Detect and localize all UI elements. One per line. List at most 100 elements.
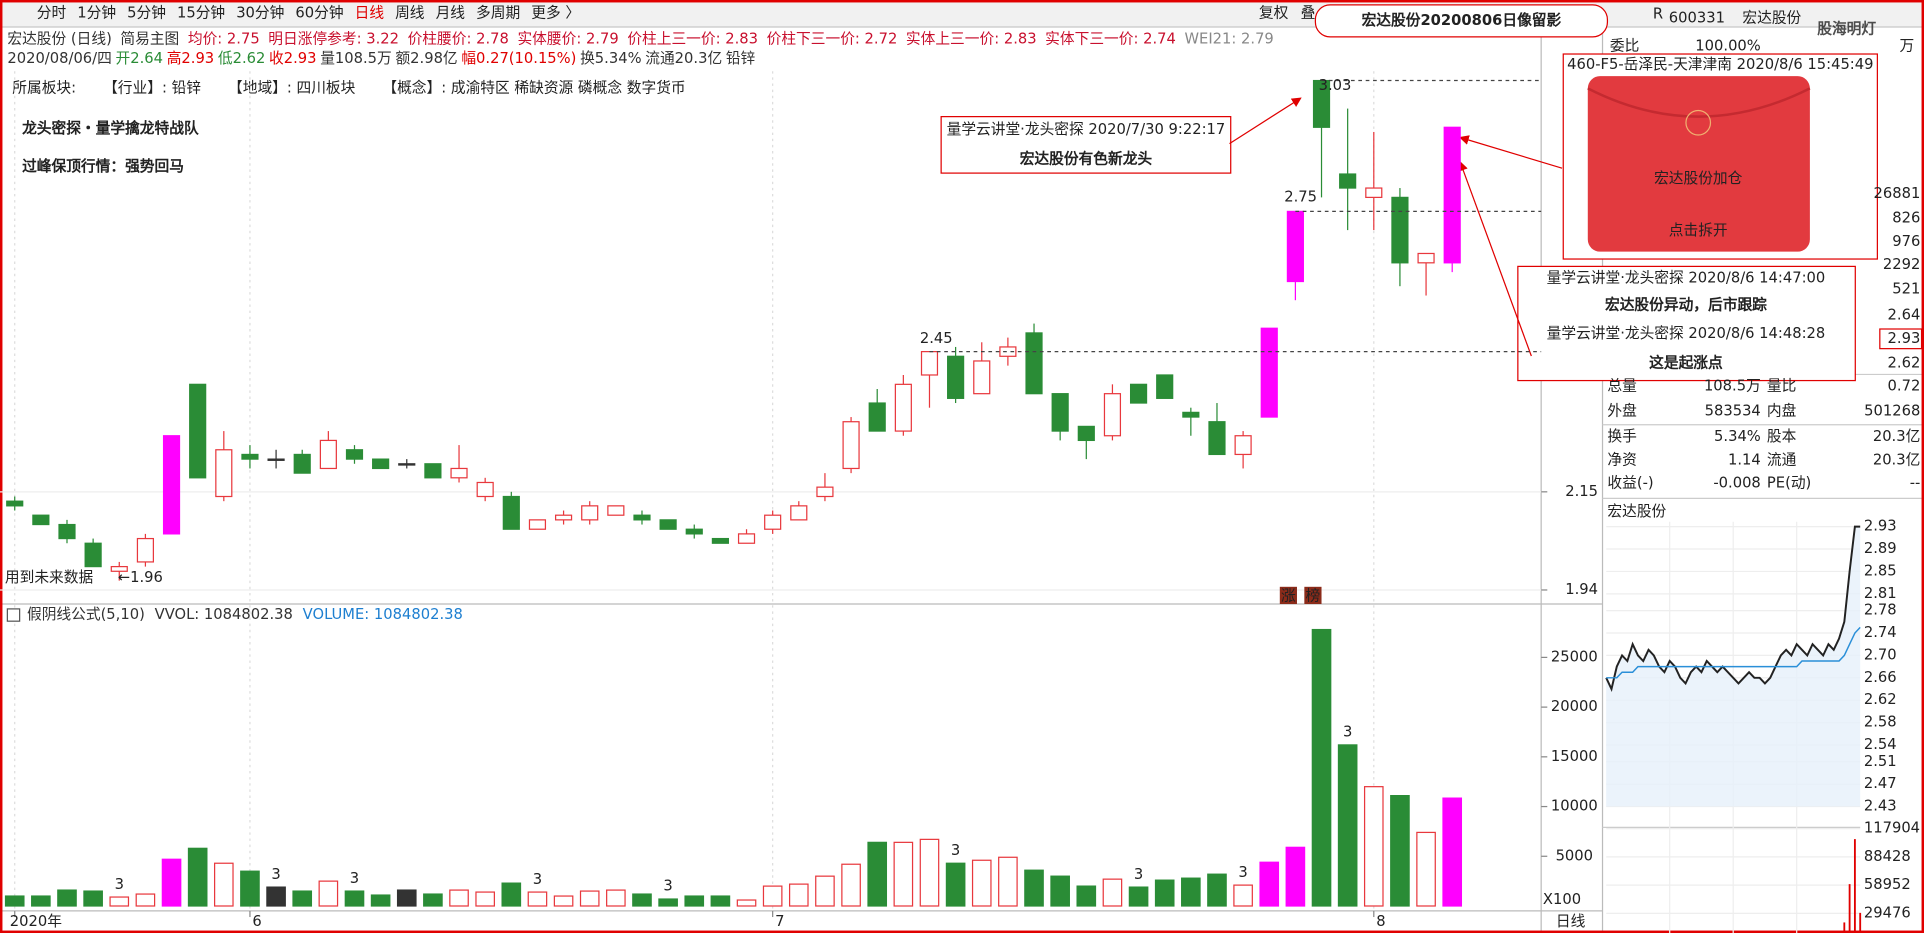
volume-bar [344, 890, 365, 907]
mini-tick-label: 2.74 [1864, 624, 1897, 641]
volume-bar [788, 883, 809, 907]
candle-body [1129, 383, 1148, 404]
volume-bar [187, 847, 208, 907]
candle-body [581, 505, 599, 521]
sector-info: 【地域】: 四川板块 [228, 78, 356, 96]
toolbar-tab: 5分钟 [127, 5, 166, 22]
candle-body [1051, 393, 1069, 432]
toolbar-button: 叠 [1301, 5, 1316, 22]
volume-bar [553, 895, 574, 907]
y-tick-label: 5000 [1556, 847, 1593, 864]
toolbar-tab: 分时 [37, 5, 67, 22]
volume-bar [606, 889, 626, 907]
candle-body [554, 514, 573, 521]
mini-tick-label: 2.89 [1864, 540, 1897, 557]
indicator-row: 宏达股份 (日线) 简易主图 均价: 2.75 明日涨停参考: 3.22 价柱腰价: 2… [7, 30, 1273, 47]
candle-body [84, 542, 102, 568]
volume-bar [945, 862, 966, 907]
mini-tick-label: 2.43 [1864, 798, 1897, 815]
indicator: 宏达股份 (日线) [7, 30, 111, 47]
price-label: ←1.96 [118, 569, 163, 586]
candle-body [502, 495, 520, 530]
volume-bar [135, 893, 156, 907]
candle-body [842, 421, 860, 470]
volume-bar [31, 895, 51, 907]
candle-body [215, 449, 233, 498]
volume-marker: 3 [115, 876, 124, 893]
candle-body [6, 500, 24, 507]
mini-tick-label: 2.78 [1864, 602, 1897, 619]
mini-tick-label: 2.85 [1864, 562, 1897, 579]
volume-bar [1050, 875, 1070, 907]
mini-tick-label: 2.66 [1864, 669, 1897, 686]
y-tick-label: 1.94 [1565, 581, 1598, 598]
volume-bar [292, 890, 313, 907]
quote-value: 20.3亿 [1873, 428, 1920, 445]
note-text: 这是起涨点 [1649, 353, 1723, 371]
badge: 涨 [1281, 588, 1296, 605]
title-box [1314, 4, 1609, 38]
quote-value: 100.00% [1695, 38, 1760, 55]
sector-info-row: 所属板块: 【行业】: 铅锌 【地域】: 四川板块 【概念】: 成渝特区 稀缺资源 磷… [12, 78, 685, 96]
period-label: 日线 [1556, 913, 1586, 930]
candle-body [1025, 332, 1043, 395]
indicator: 实体上三一价: 2.83 [906, 30, 1037, 47]
volume-marker: 3 [271, 866, 280, 883]
candle-body [162, 435, 181, 535]
candle-body [1417, 252, 1435, 264]
volume-bar [1337, 744, 1358, 907]
ohlc-info: 换5.34% [580, 50, 641, 67]
candle-body [372, 458, 390, 470]
candle-body [1286, 210, 1304, 283]
envelope[interactable] [1587, 76, 1810, 252]
ohlc-info: 高2.93 [167, 50, 214, 67]
x-tick-label: 8 [1376, 913, 1385, 930]
volume-bar [1207, 873, 1227, 907]
order-volume: 976 [1892, 233, 1920, 250]
ohlc-info: 额2.98亿 [395, 50, 457, 67]
candle-body [1208, 421, 1226, 456]
mini-tick-label: 2.62 [1864, 691, 1897, 708]
quote-label: 流通 [1767, 451, 1797, 468]
candle-body [607, 505, 625, 516]
envelope-seal [1685, 109, 1712, 136]
quote-value: -0.008 [1713, 475, 1760, 492]
quote-label: PE(动) [1767, 475, 1811, 492]
candle-body [868, 402, 886, 432]
quote-value: 1.14 [1728, 451, 1761, 468]
y-tick-label: 2.15 [1565, 483, 1598, 500]
volume-bar [1233, 884, 1253, 907]
unit-label: X100 [1543, 891, 1581, 908]
mini-line [1606, 626, 1861, 679]
candle-body [476, 481, 494, 498]
candle-body [1365, 187, 1383, 199]
volume-header: VOLUME: 1084802.38 [303, 606, 463, 623]
candle-body [973, 360, 991, 395]
stock-name: 宏达股份 [1742, 9, 1801, 26]
ohlc-info-row: 2020/08/06/四 开2.64 高2.93 低2.62 收2.93 量108.5万额… [7, 50, 755, 67]
candle-body [136, 537, 154, 563]
mini-tick-label: 2.70 [1864, 646, 1897, 663]
mini-vtick-label: 58952 [1864, 876, 1911, 893]
envelope-button[interactable]: 点击拆开 [1669, 222, 1728, 239]
volume-bar [841, 863, 861, 907]
mini-line [1605, 525, 1861, 692]
stock-r: R [1653, 6, 1663, 23]
candle-body [737, 533, 756, 544]
y-tick-label: 25000 [1551, 648, 1598, 665]
candle-body [685, 528, 703, 535]
order-volume: 26881 [1874, 185, 1921, 202]
order-volume: 521 [1892, 281, 1920, 298]
arrow [1458, 160, 1532, 357]
volume-bar [919, 838, 940, 907]
quote-label: 收益(-) [1607, 475, 1653, 492]
badge: 榜 [1306, 588, 1321, 605]
toolbar-tab: 月线 [436, 5, 466, 22]
candle-body [1103, 393, 1122, 437]
quote-label: 外盘 [1607, 401, 1637, 419]
candle-body [1182, 411, 1200, 418]
volume-bar [632, 893, 652, 907]
volume-bar [1311, 628, 1332, 907]
quote-value: 501268 [1864, 402, 1920, 419]
